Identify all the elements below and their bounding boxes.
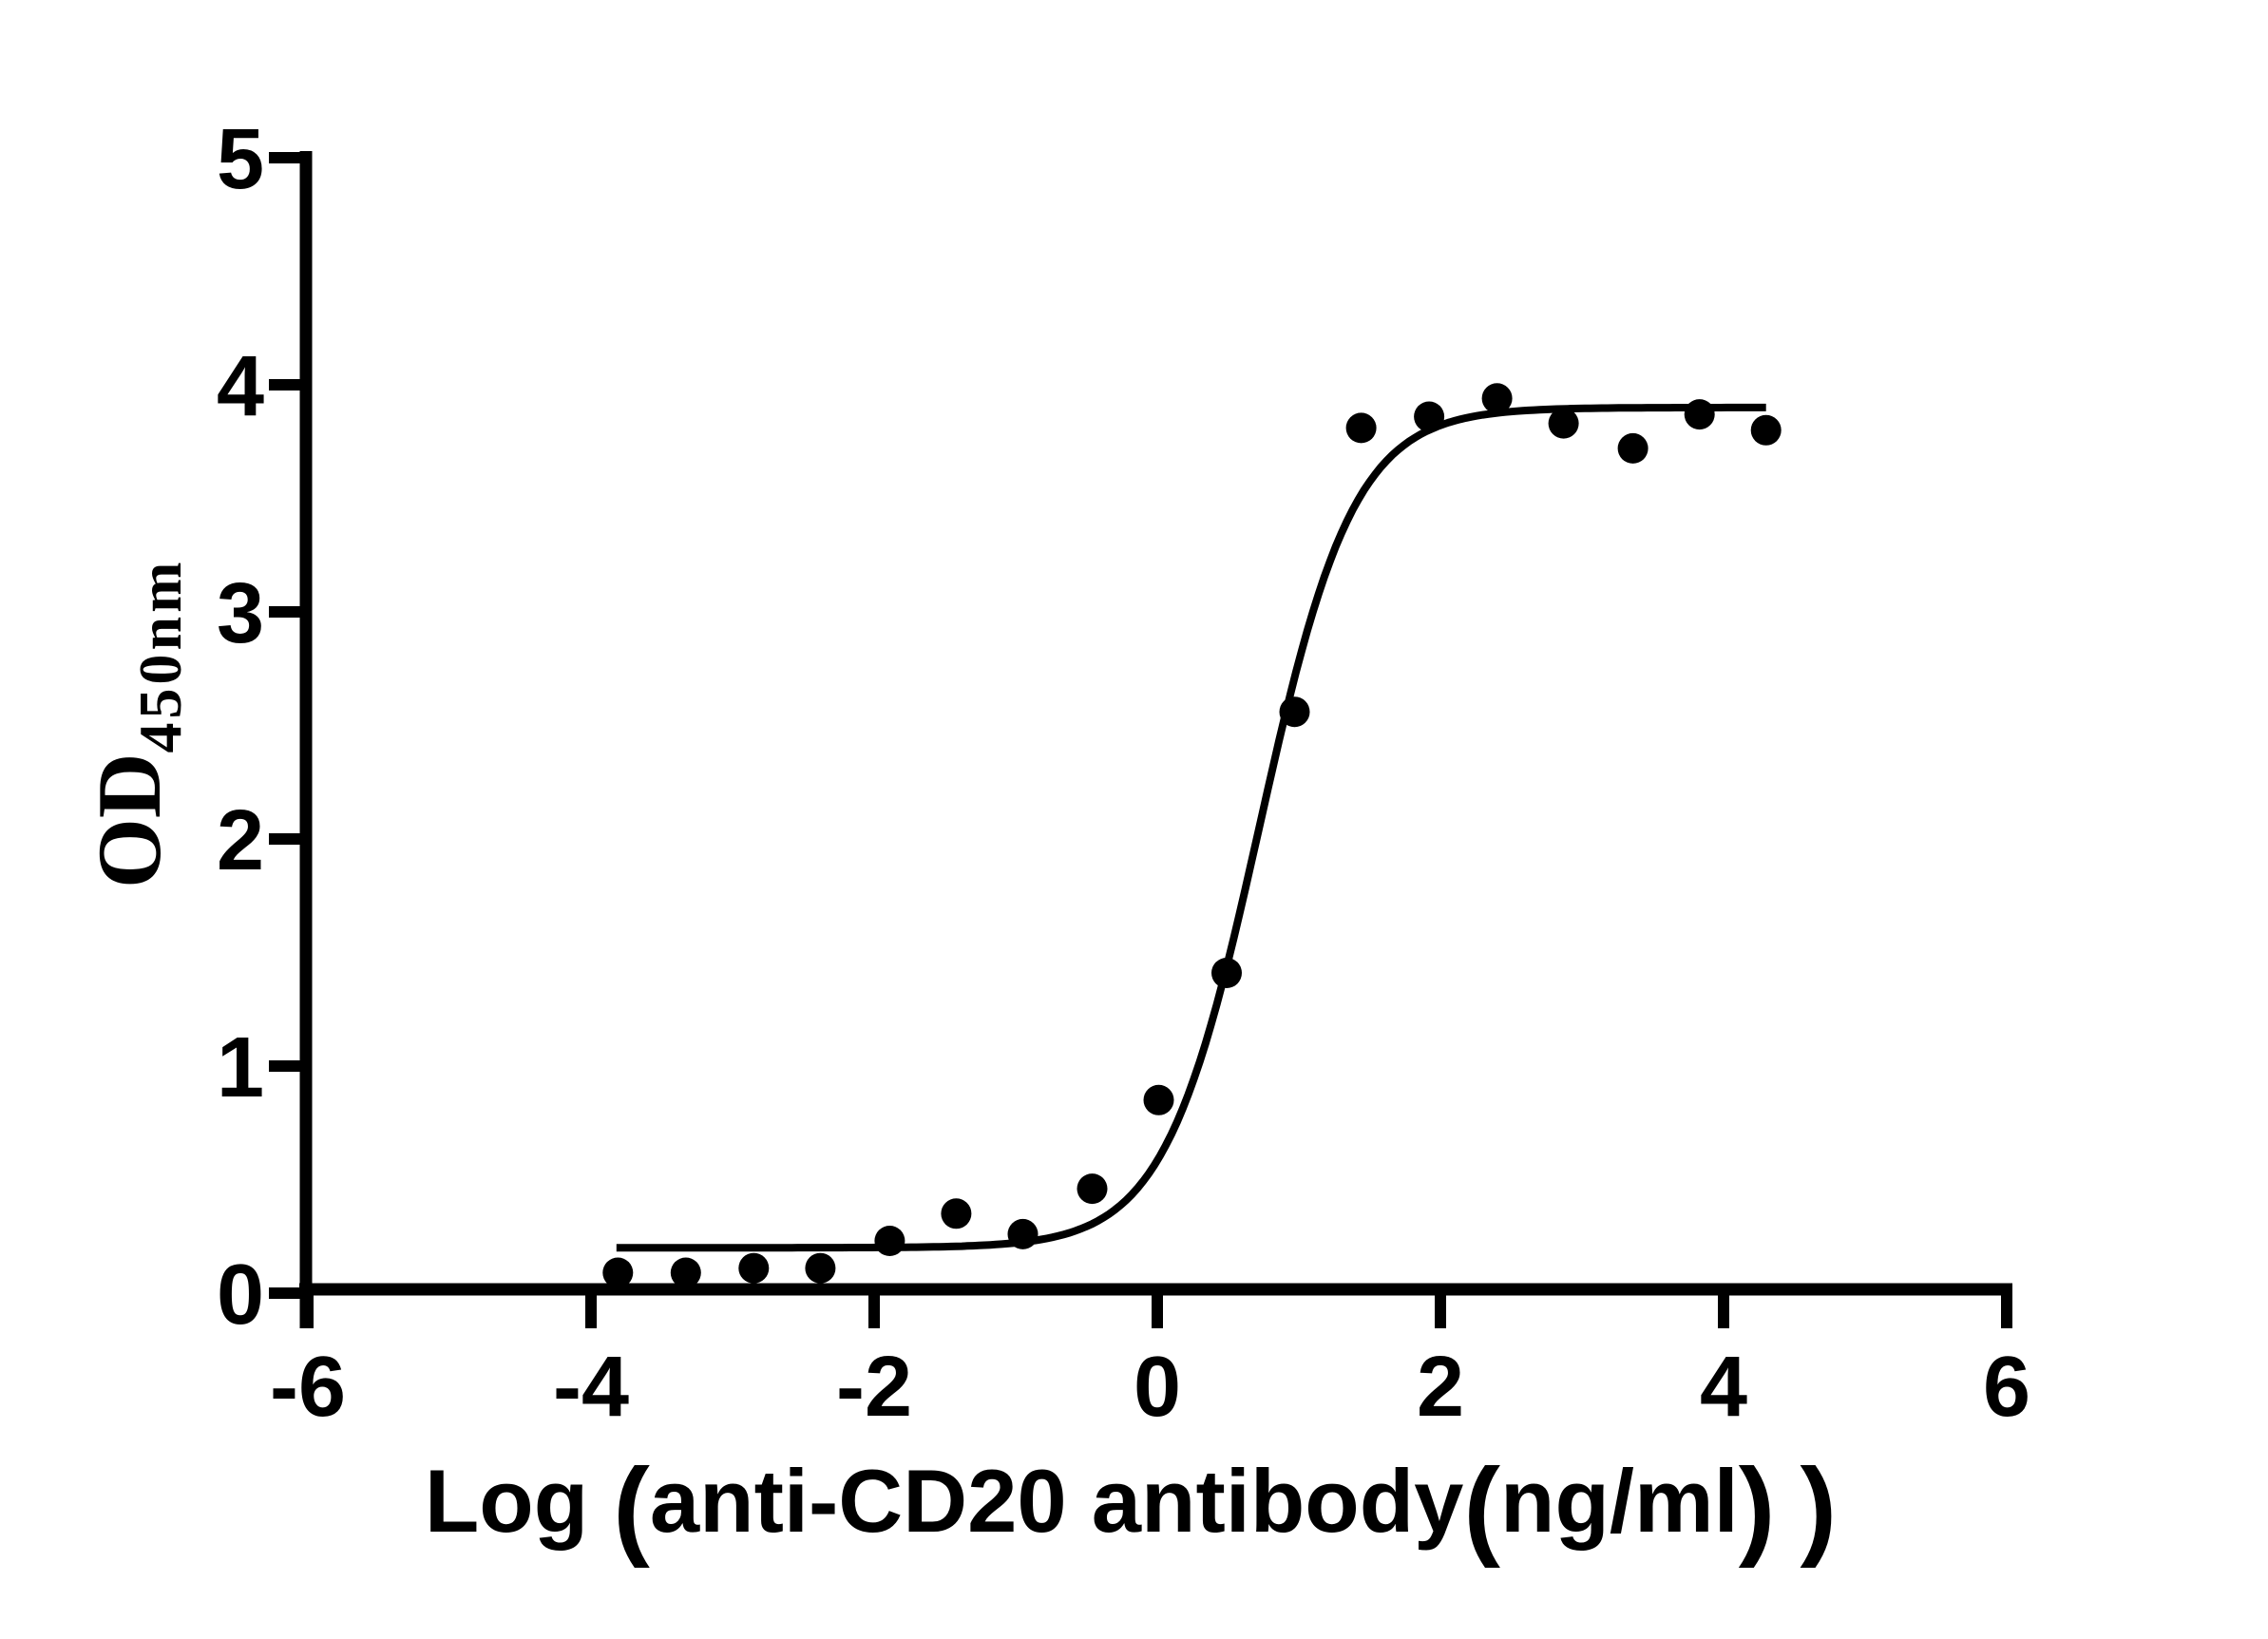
data-point — [1279, 696, 1310, 728]
fit-curve-layer — [616, 403, 1766, 1252]
data-point — [874, 1226, 905, 1256]
data-point — [805, 1252, 836, 1284]
data-point — [1617, 432, 1649, 464]
data-point — [1077, 1173, 1108, 1205]
data-point — [941, 1198, 972, 1229]
x-tick-label: -6 — [270, 1340, 346, 1435]
x-tick-label: 2 — [1417, 1340, 1464, 1435]
data-point — [1143, 1084, 1174, 1115]
data-point — [1548, 408, 1579, 439]
data-point — [602, 1257, 634, 1288]
x-tick-label: 0 — [1134, 1340, 1181, 1435]
data-point-layer — [602, 383, 1782, 1288]
data-point — [1481, 383, 1513, 414]
y-axis-title: OD450nm — [79, 559, 194, 888]
x-tick-label: -2 — [836, 1340, 912, 1435]
data-point — [1211, 958, 1242, 988]
x-tick-labels: -6 -4 -2 0 2 4 6 — [270, 1340, 2030, 1435]
data-point — [1007, 1218, 1039, 1249]
data-point — [1750, 414, 1782, 446]
y-tick-label: 2 — [217, 793, 264, 888]
x-tick-label: 4 — [1700, 1340, 1747, 1435]
y-tick-label: 4 — [217, 339, 264, 434]
fit-curve — [616, 403, 1766, 1252]
y-tick-labels: 0 1 2 3 4 5 — [217, 112, 264, 1343]
data-point — [1345, 412, 1377, 444]
y-tick-label: 5 — [217, 112, 264, 207]
y-tick-label: 3 — [217, 566, 264, 661]
x-tick-label: 6 — [1983, 1340, 2030, 1435]
y-tick-label: 1 — [217, 1020, 264, 1115]
y-tick-label: 0 — [217, 1248, 264, 1343]
x-axis-title: Log (anti-CD20 antibody(ng/ml) ) — [425, 1445, 1837, 1569]
data-point — [1684, 399, 1715, 430]
x-tick-label: -4 — [553, 1340, 629, 1435]
axes — [269, 151, 2012, 1328]
data-point — [1414, 401, 1445, 432]
data-point — [670, 1257, 701, 1288]
data-point — [738, 1252, 770, 1284]
